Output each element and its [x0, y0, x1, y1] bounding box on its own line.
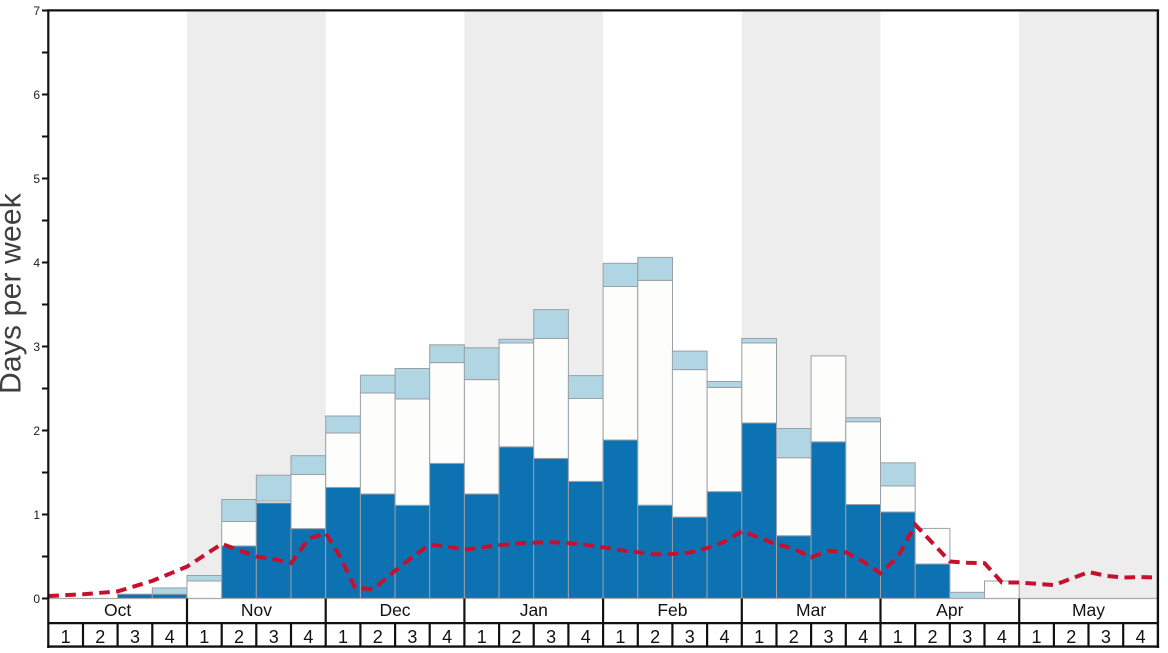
svg-text:4: 4 [33, 256, 40, 270]
svg-text:Feb: Feb [657, 600, 687, 620]
svg-text:7: 7 [33, 4, 40, 18]
svg-text:4: 4 [165, 627, 175, 647]
svg-text:3: 3 [130, 627, 140, 647]
svg-text:3: 3 [685, 627, 695, 647]
svg-text:4: 4 [442, 627, 452, 647]
svg-text:4: 4 [719, 627, 729, 647]
svg-text:3: 3 [823, 627, 833, 647]
svg-text:2: 2 [1066, 627, 1076, 647]
svg-text:2: 2 [927, 627, 937, 647]
svg-text:4: 4 [858, 627, 868, 647]
svg-text:6: 6 [33, 88, 40, 102]
svg-text:2: 2 [33, 424, 40, 438]
svg-text:Oct: Oct [104, 600, 131, 620]
svg-text:1: 1 [893, 627, 903, 647]
svg-text:1: 1 [61, 627, 71, 647]
svg-text:3: 3 [269, 627, 279, 647]
svg-text:3: 3 [962, 627, 972, 647]
svg-text:5: 5 [33, 172, 40, 186]
svg-text:Dec: Dec [379, 600, 410, 620]
svg-text:Mar: Mar [796, 600, 826, 620]
svg-text:0: 0 [33, 592, 40, 606]
svg-text:3: 3 [546, 627, 556, 647]
svg-text:4: 4 [1136, 627, 1146, 647]
svg-text:4: 4 [997, 627, 1007, 647]
svg-text:2: 2 [234, 627, 244, 647]
svg-text:1: 1 [338, 627, 348, 647]
svg-text:4: 4 [581, 627, 591, 647]
svg-text:Jan: Jan [520, 600, 548, 620]
svg-text:Apr: Apr [936, 600, 963, 620]
svg-text:1: 1 [477, 627, 487, 647]
svg-text:1: 1 [754, 627, 764, 647]
svg-text:1: 1 [615, 627, 625, 647]
svg-text:3: 3 [1101, 627, 1111, 647]
svg-text:Days per week: Days per week [0, 192, 28, 394]
svg-text:2: 2 [650, 627, 660, 647]
svg-text:May: May [1072, 600, 1105, 620]
svg-text:1: 1 [1031, 627, 1041, 647]
svg-text:2: 2 [95, 627, 105, 647]
svg-text:2: 2 [511, 627, 521, 647]
svg-text:1: 1 [199, 627, 209, 647]
svg-text:2: 2 [373, 627, 383, 647]
svg-text:4: 4 [303, 627, 313, 647]
svg-text:2: 2 [789, 627, 799, 647]
svg-text:Nov: Nov [241, 600, 272, 620]
svg-text:3: 3 [407, 627, 417, 647]
svg-text:3: 3 [33, 340, 40, 354]
svg-text:1: 1 [33, 508, 40, 522]
